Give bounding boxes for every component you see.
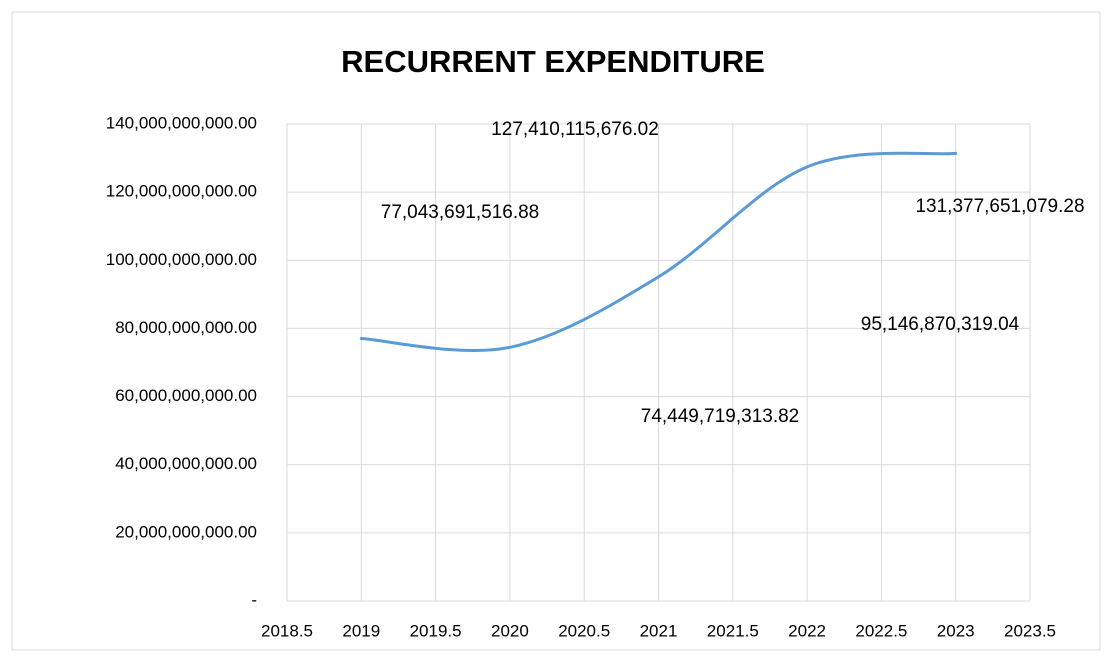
y-tick-label: 60,000,000,000.00 xyxy=(115,386,257,405)
line-series xyxy=(359,151,958,353)
y-tick-label: 80,000,000,000.00 xyxy=(115,318,257,337)
x-tick-label: 2018.5 xyxy=(261,621,313,640)
x-tick-label: 2022 xyxy=(788,621,826,640)
data-label: 77,043,691,516.88 xyxy=(381,202,540,223)
data-label: 74,449,719,313.82 xyxy=(641,406,800,427)
x-tick-label: 2019.5 xyxy=(410,621,462,640)
x-tick-label: 2021.5 xyxy=(707,621,759,640)
y-tick-label: - xyxy=(251,590,257,609)
x-tick-label: 2023.5 xyxy=(1004,621,1056,640)
y-tick-label: 140,000,000,000.00 xyxy=(106,113,257,132)
y-tick-label: 20,000,000,000.00 xyxy=(115,522,257,541)
x-tick-label: 2021 xyxy=(640,621,678,640)
data-label: 127,410,115,676.02 xyxy=(491,119,659,140)
x-tick-label: 2020.5 xyxy=(558,621,610,640)
x-tick-label: 2023 xyxy=(937,621,975,640)
y-tick-label: 120,000,000,000.00 xyxy=(106,182,257,201)
data-label: 131,377,651,079.28 xyxy=(915,196,1084,217)
x-tick-label: 2019 xyxy=(342,621,380,640)
x-tick-label: 2020 xyxy=(491,621,529,640)
chart-title: RECURRENT EXPENDITURE xyxy=(341,44,765,79)
data-label: 95,146,870,319.04 xyxy=(861,314,1020,335)
y-tick-label: 100,000,000,000.00 xyxy=(106,250,257,269)
y-tick-label: 40,000,000,000.00 xyxy=(115,454,257,473)
x-tick-label: 2022.5 xyxy=(855,621,907,640)
